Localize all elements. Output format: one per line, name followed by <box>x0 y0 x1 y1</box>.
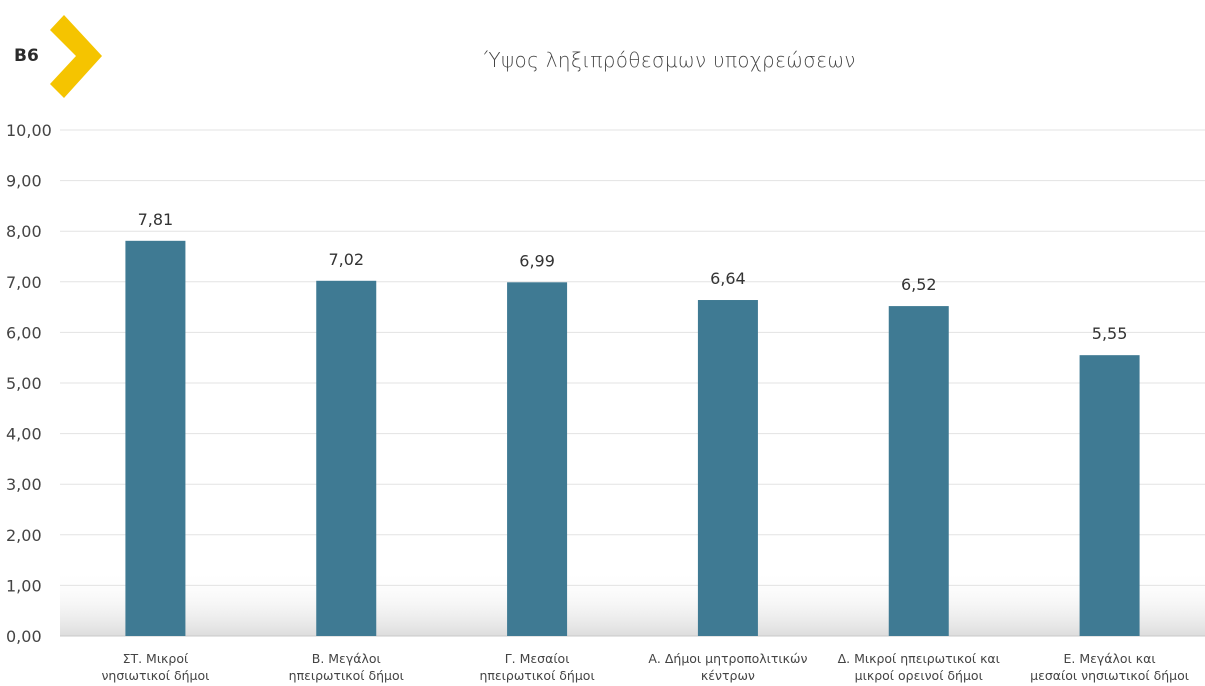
y-tick-label: 3,00 <box>6 475 42 494</box>
floor-shadow <box>60 570 1205 636</box>
x-tick-label: κέντρων <box>701 668 755 683</box>
y-tick-label: 8,00 <box>6 222 42 241</box>
x-tick-label: ΣΤ. Μικροί <box>123 651 189 666</box>
x-tick-label: Β. Μεγάλοι <box>312 651 381 666</box>
x-tick-label: ηπειρωτικοί δήμοι <box>479 668 594 683</box>
data-label: 7,81 <box>138 210 174 229</box>
y-tick-label: 6,00 <box>6 323 42 342</box>
data-label: 7,02 <box>328 250 364 269</box>
x-tick-label: νησιωτικοί δήμοι <box>101 668 209 683</box>
bar <box>888 306 949 636</box>
y-tick-label: 0,00 <box>6 627 42 646</box>
y-tick-label: 7,00 <box>6 273 42 292</box>
section-badge: Β6 <box>0 0 120 110</box>
y-tick-label: 2,00 <box>6 526 42 545</box>
data-label: 6,99 <box>519 251 555 270</box>
x-tick-label: Α. Δήμοι μητροπολιτικών <box>648 651 807 666</box>
chevron-icon <box>50 15 102 98</box>
y-tick-label: 5,00 <box>6 374 42 393</box>
data-label: 6,64 <box>710 269 746 288</box>
x-tick-label: Δ. Μικροί ηπειρωτικοί και <box>838 651 1000 666</box>
y-tick-label: 10,00 <box>6 121 52 140</box>
bar <box>316 280 377 636</box>
bar <box>125 240 186 636</box>
data-label: 5,55 <box>1092 324 1128 343</box>
y-tick-label: 4,00 <box>6 425 42 444</box>
bar <box>1079 355 1140 636</box>
bar <box>697 300 758 636</box>
x-tick-label: ηπειρωτικοί δήμοι <box>289 668 404 683</box>
y-tick-label: 9,00 <box>6 172 42 191</box>
data-label: 6,52 <box>901 275 937 294</box>
chart-title: Ύψος ληξιπρόθεσμων υποχρεώσεων <box>484 48 856 72</box>
x-tick-label: μεσαίοι νησιωτικοί δήμοι <box>1030 668 1189 683</box>
section-label: Β6 <box>14 46 39 66</box>
x-tick-label: Γ. Μεσαίοι <box>505 651 570 666</box>
bar <box>507 282 568 636</box>
x-tick-label: μικροί ορεινοί δήμοι <box>855 668 983 683</box>
y-tick-label: 1,00 <box>6 576 42 595</box>
x-tick-label: Ε. Μεγάλοι και <box>1064 651 1156 666</box>
